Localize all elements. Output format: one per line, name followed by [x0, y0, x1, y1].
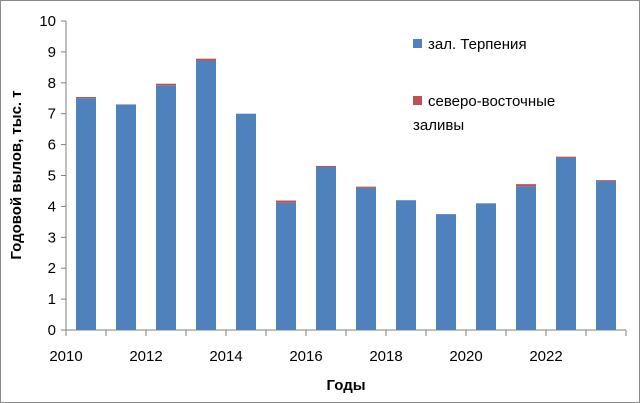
- y-tick-label: 0: [48, 322, 56, 339]
- bar-northeast-2023: [596, 180, 616, 182]
- bar-terpeniya-2014: [236, 113, 256, 330]
- bar-terpeniya-2011: [116, 104, 136, 331]
- bar-terpeniya-2023: [596, 181, 616, 330]
- y-tick-label: 5: [48, 168, 56, 185]
- y-tick-label: 1: [48, 291, 56, 308]
- bar-terpeniya-2017: [356, 187, 376, 330]
- bars: [76, 58, 616, 331]
- x-tick-label: 2020: [449, 348, 482, 365]
- y-tick-label: 10: [39, 13, 56, 30]
- y-tick-label: 2: [48, 260, 56, 277]
- x-tick-label: 2010: [49, 348, 82, 365]
- bar-terpeniya-2020: [476, 203, 496, 330]
- x-tick-label: 2022: [529, 348, 562, 365]
- legend-swatch-terpeniya: [413, 39, 422, 48]
- x-tick-label: 2014: [209, 348, 242, 365]
- legend-swatch-northeast: [413, 96, 422, 105]
- x-tick-label: 2012: [129, 348, 162, 365]
- bar-northeast-2021: [516, 184, 536, 187]
- bar-northeast-2015: [276, 200, 296, 203]
- bar-northeast-2013: [196, 58, 216, 61]
- bar-terpeniya-2016: [316, 166, 336, 330]
- y-axis: 0 1 2 3 4 5 6 7 8 9 10: [39, 13, 67, 339]
- bar-terpeniya-2010: [76, 98, 96, 330]
- legend-label-northeast-line1: северо-восточные: [428, 93, 555, 110]
- bar-terpeniya-2018: [396, 200, 416, 330]
- x-axis-title: Годы: [326, 377, 365, 394]
- bar-terpeniya-2021: [516, 186, 536, 330]
- bar-northeast-2017: [356, 186, 376, 188]
- x-tick-label: 2016: [289, 348, 322, 365]
- legend: зал. Терпения северо-восточные заливы: [413, 36, 555, 134]
- bar-terpeniya-2019: [436, 214, 456, 330]
- bar-northeast-2012: [156, 83, 176, 86]
- y-tick-label: 4: [48, 198, 56, 215]
- bar-northeast-2016: [316, 165, 336, 167]
- x-tick-label: 2018: [369, 348, 402, 365]
- y-axis-title: Годовой вылов, тыс. т: [8, 90, 25, 259]
- x-axis: 2010 2012 2014 2016 2018 2020 2022: [49, 329, 627, 365]
- y-tick-label: 7: [48, 106, 56, 123]
- bar-terpeniya-2012: [156, 85, 176, 330]
- legend-label-northeast-line2: заливы: [413, 117, 464, 134]
- bar-terpeniya-2015: [276, 202, 296, 330]
- bar-terpeniya-2022: [556, 157, 576, 330]
- bar-terpeniya-2013: [196, 60, 216, 330]
- y-tick-label: 9: [48, 44, 56, 61]
- legend-label-terpeniya: зал. Терпения: [428, 36, 527, 53]
- y-tick-label: 8: [48, 75, 56, 92]
- bar-northeast-2010: [76, 97, 96, 99]
- y-tick-label: 3: [48, 229, 56, 246]
- bar-northeast-2022: [556, 156, 576, 158]
- y-tick-label: 6: [48, 137, 56, 154]
